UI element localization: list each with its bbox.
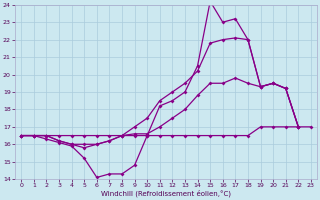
X-axis label: Windchill (Refroidissement éolien,°C): Windchill (Refroidissement éolien,°C) — [101, 190, 231, 197]
